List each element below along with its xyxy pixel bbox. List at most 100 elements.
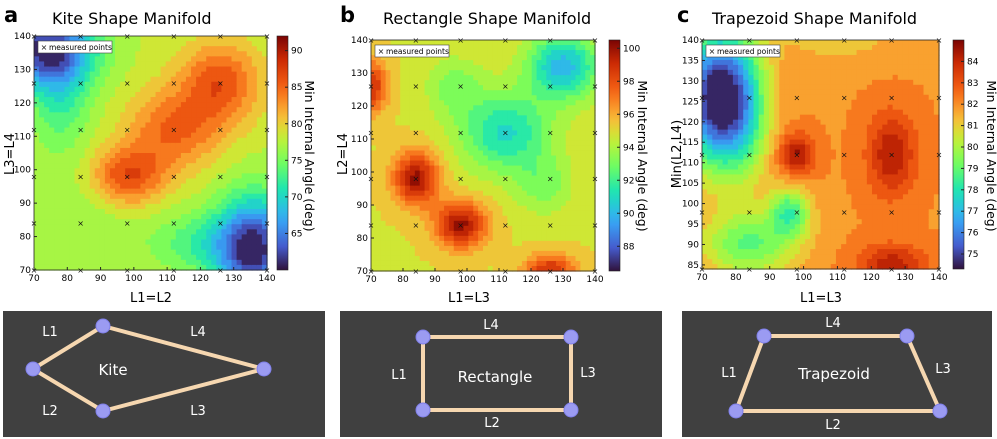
heatmap-cell xyxy=(424,185,431,192)
measured-point-marker: × xyxy=(124,32,131,41)
heatmap-cell xyxy=(211,76,217,83)
heatmap-cell xyxy=(556,220,562,227)
kite-label-l4: L4 xyxy=(190,325,206,340)
colorbar-gradient xyxy=(608,39,621,272)
heatmap-cell xyxy=(170,229,177,235)
heatmap-cell xyxy=(712,149,719,156)
heatmap-cell xyxy=(541,75,547,81)
heatmap-cell xyxy=(69,193,76,200)
heatmap-cell xyxy=(502,220,508,227)
heatmap-cell xyxy=(507,200,513,207)
heatmap-cell xyxy=(59,107,65,113)
heatmap-cell xyxy=(502,140,508,147)
heatmap-cell xyxy=(531,190,538,197)
heatmap-cell xyxy=(722,259,729,265)
heatmap-cell xyxy=(409,60,416,66)
heatmap-cell xyxy=(155,51,162,57)
heatmap-cell xyxy=(702,249,708,255)
heatmap-cell xyxy=(546,110,552,116)
heatmap-cell xyxy=(439,265,445,272)
heatmap-cell xyxy=(54,188,60,195)
heatmap-cell xyxy=(140,51,147,57)
heatmap-cell xyxy=(478,130,484,137)
heatmap-cell xyxy=(145,127,152,134)
heatmap-cell xyxy=(180,183,187,190)
heatmap-cell xyxy=(585,230,591,237)
heatmap-cell xyxy=(120,91,126,98)
heatmap-cell xyxy=(206,219,212,225)
heatmap-cell xyxy=(261,193,268,200)
heatmap-cell xyxy=(434,150,440,157)
heatmap-cell xyxy=(743,159,749,166)
heatmap-cell xyxy=(211,71,217,78)
heatmap-cell xyxy=(502,235,508,242)
heatmap-cell xyxy=(191,163,197,169)
heatmap-cell xyxy=(424,175,431,182)
heatmap-cell xyxy=(727,84,734,91)
heatmap-cell xyxy=(385,200,392,207)
heatmap-cell xyxy=(429,160,435,167)
heatmap-cell xyxy=(216,173,223,180)
heatmap-cell xyxy=(74,127,81,134)
heatmap-cell xyxy=(74,249,81,256)
heatmap-cell xyxy=(487,90,494,96)
rectangle-label-l3: L3 xyxy=(580,366,596,381)
heatmap-cell xyxy=(727,214,734,220)
heatmap-cell xyxy=(231,234,238,241)
heatmap-cell xyxy=(170,239,177,246)
heatmap-cell xyxy=(702,224,708,230)
heatmap-cell xyxy=(44,178,50,185)
heatmap-cell xyxy=(526,245,533,252)
heatmap-cell xyxy=(140,46,147,52)
heatmap-cell xyxy=(99,178,106,185)
heatmap-cell xyxy=(34,198,40,205)
heatmap-cell xyxy=(531,65,538,71)
heatmap-cell xyxy=(521,180,528,187)
heatmap-cell xyxy=(717,204,724,210)
heatmap-cell xyxy=(458,155,465,162)
heatmap-cell xyxy=(104,229,111,235)
heatmap-cell xyxy=(241,178,248,185)
heatmap-cell xyxy=(165,259,172,266)
heatmap-cell xyxy=(216,56,223,63)
heatmap-cell xyxy=(743,99,749,106)
heatmap-cell xyxy=(409,40,416,46)
heatmap-cell xyxy=(380,70,387,76)
heatmap-cell xyxy=(261,51,268,57)
heatmap-cell xyxy=(135,163,141,169)
heatmap-cell xyxy=(444,265,450,272)
heatmap-cell xyxy=(84,254,91,261)
heatmap-cell xyxy=(478,100,484,106)
heatmap-cell xyxy=(79,71,86,78)
heatmap-cell xyxy=(246,91,253,98)
heatmap-cell xyxy=(390,80,396,86)
heatmap-cell xyxy=(115,188,121,195)
heatmap-cell xyxy=(434,105,440,111)
heatmap-cell xyxy=(155,46,162,52)
heatmap-cell xyxy=(502,110,508,116)
heatmap-cell xyxy=(180,198,187,205)
heatmap-cell xyxy=(478,85,484,91)
heatmap-cell xyxy=(473,95,479,101)
heatmap-cell xyxy=(748,174,755,180)
heatmap-cell xyxy=(175,158,182,164)
heatmap-cell xyxy=(531,155,538,162)
heatmap-cell xyxy=(722,194,729,200)
heatmap-cell xyxy=(64,203,71,210)
rectangle-vertex xyxy=(563,329,579,345)
heatmap-cell xyxy=(512,240,518,247)
measured-point-marker: × xyxy=(124,172,131,181)
heatmap-cell xyxy=(84,107,91,113)
heatmap-cell xyxy=(89,86,96,93)
heatmap-cell xyxy=(246,203,253,210)
heatmap-cell xyxy=(727,209,734,215)
heatmap-cell xyxy=(502,40,508,46)
heatmap-cell xyxy=(196,51,202,57)
heatmap-cell xyxy=(125,51,131,57)
heatmap-cell xyxy=(385,230,392,237)
heatmap-cell xyxy=(439,160,445,167)
heatmap-cell xyxy=(570,235,577,242)
heatmap-cell xyxy=(722,79,729,86)
heatmap-cell xyxy=(758,40,765,46)
legend-label: measured points xyxy=(386,47,449,56)
